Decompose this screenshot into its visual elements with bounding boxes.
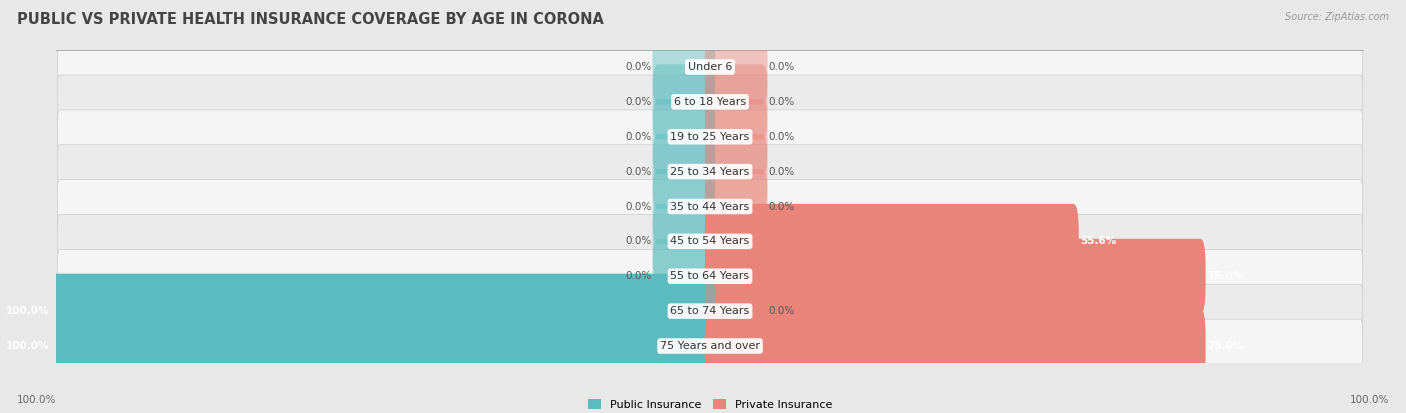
- Text: 6 to 18 Years: 6 to 18 Years: [673, 97, 747, 107]
- Text: 0.0%: 0.0%: [769, 97, 796, 107]
- Text: 0.0%: 0.0%: [769, 166, 796, 177]
- Text: Source: ZipAtlas.com: Source: ZipAtlas.com: [1285, 12, 1389, 22]
- Text: 19 to 25 Years: 19 to 25 Years: [671, 132, 749, 142]
- FancyBboxPatch shape: [58, 319, 1362, 373]
- FancyBboxPatch shape: [704, 204, 1078, 279]
- FancyBboxPatch shape: [58, 145, 1362, 199]
- FancyBboxPatch shape: [704, 29, 768, 104]
- Text: 25 to 34 Years: 25 to 34 Years: [671, 166, 749, 177]
- FancyBboxPatch shape: [704, 64, 768, 139]
- FancyBboxPatch shape: [51, 309, 716, 384]
- Text: 0.0%: 0.0%: [769, 306, 796, 316]
- Text: 0.0%: 0.0%: [769, 62, 796, 72]
- Text: 35 to 44 Years: 35 to 44 Years: [671, 202, 749, 211]
- FancyBboxPatch shape: [704, 274, 768, 349]
- Text: 55 to 64 Years: 55 to 64 Years: [671, 271, 749, 281]
- FancyBboxPatch shape: [58, 214, 1362, 268]
- FancyBboxPatch shape: [51, 274, 716, 349]
- FancyBboxPatch shape: [704, 134, 768, 209]
- Text: 0.0%: 0.0%: [769, 202, 796, 211]
- Text: 0.0%: 0.0%: [624, 132, 651, 142]
- Text: 100.0%: 100.0%: [6, 306, 49, 316]
- Text: 0.0%: 0.0%: [624, 166, 651, 177]
- Text: 0.0%: 0.0%: [769, 132, 796, 142]
- Text: 55.6%: 55.6%: [1080, 236, 1116, 247]
- FancyBboxPatch shape: [652, 99, 716, 174]
- FancyBboxPatch shape: [58, 284, 1362, 338]
- Text: 0.0%: 0.0%: [624, 271, 651, 281]
- Text: 0.0%: 0.0%: [624, 97, 651, 107]
- Text: 0.0%: 0.0%: [624, 62, 651, 72]
- Text: 75.0%: 75.0%: [1206, 341, 1243, 351]
- FancyBboxPatch shape: [58, 40, 1362, 94]
- Text: 45 to 54 Years: 45 to 54 Years: [671, 236, 749, 247]
- FancyBboxPatch shape: [58, 249, 1362, 303]
- FancyBboxPatch shape: [652, 169, 716, 244]
- Text: Under 6: Under 6: [688, 62, 733, 72]
- Text: 75.0%: 75.0%: [1206, 271, 1243, 281]
- FancyBboxPatch shape: [704, 99, 768, 174]
- FancyBboxPatch shape: [58, 110, 1362, 164]
- FancyBboxPatch shape: [652, 29, 716, 104]
- Text: PUBLIC VS PRIVATE HEALTH INSURANCE COVERAGE BY AGE IN CORONA: PUBLIC VS PRIVATE HEALTH INSURANCE COVER…: [17, 12, 603, 27]
- Text: 75 Years and over: 75 Years and over: [659, 341, 761, 351]
- Text: 100.0%: 100.0%: [1350, 395, 1389, 405]
- FancyBboxPatch shape: [704, 169, 768, 244]
- FancyBboxPatch shape: [652, 204, 716, 279]
- FancyBboxPatch shape: [652, 134, 716, 209]
- FancyBboxPatch shape: [652, 64, 716, 139]
- Text: 100.0%: 100.0%: [6, 341, 49, 351]
- FancyBboxPatch shape: [652, 239, 716, 314]
- Legend: Public Insurance, Private Insurance: Public Insurance, Private Insurance: [583, 395, 837, 413]
- FancyBboxPatch shape: [704, 309, 1205, 384]
- Text: 65 to 74 Years: 65 to 74 Years: [671, 306, 749, 316]
- Text: 0.0%: 0.0%: [624, 236, 651, 247]
- FancyBboxPatch shape: [58, 75, 1362, 129]
- Text: 0.0%: 0.0%: [624, 202, 651, 211]
- FancyBboxPatch shape: [704, 239, 1205, 314]
- FancyBboxPatch shape: [58, 180, 1362, 233]
- Text: 100.0%: 100.0%: [17, 395, 56, 405]
